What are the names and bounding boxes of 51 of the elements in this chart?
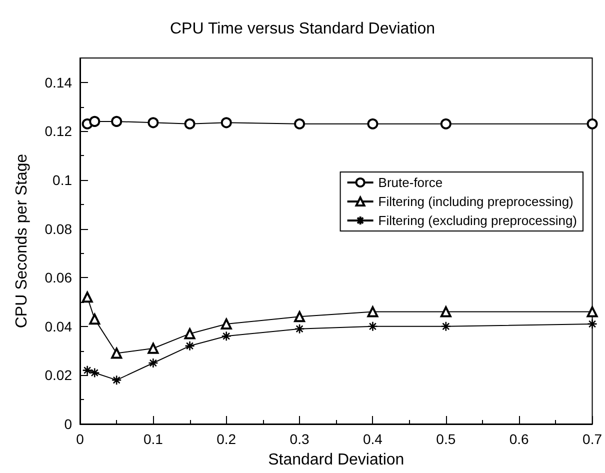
- point: [82, 365, 92, 376]
- point: [89, 116, 100, 127]
- point: [184, 328, 196, 340]
- point: [148, 342, 159, 354]
- x-tick-label: 0.5: [436, 431, 456, 447]
- point: [148, 117, 159, 128]
- legend-label: Brute-force: [378, 175, 443, 190]
- point: [111, 374, 122, 386]
- point: [111, 116, 122, 127]
- x-tick-label: 0.2: [216, 431, 236, 447]
- x-tick-label: 0.1: [143, 431, 164, 447]
- x-tick-label: 0.7: [582, 431, 602, 447]
- y-tick-label: 0.14: [44, 74, 72, 90]
- point: [440, 306, 452, 318]
- y-tick-label: 0.08: [44, 220, 72, 237]
- x-tick-label: 0.3: [290, 431, 310, 447]
- y-tick-label: 0.06: [44, 270, 72, 286]
- x-tick-label: 0.6: [509, 431, 530, 447]
- point: [89, 314, 100, 325]
- y-tick-label: 0: [64, 416, 72, 432]
- y-tick-label: 0.12: [44, 123, 72, 140]
- point: [367, 118, 378, 130]
- point: [294, 311, 306, 322]
- y-tick-label: 0.02: [44, 367, 72, 384]
- point: [82, 292, 93, 303]
- point: [294, 118, 306, 130]
- point: [220, 318, 232, 330]
- point: [111, 348, 122, 359]
- point: [89, 368, 100, 378]
- point: [294, 324, 305, 334]
- point: [440, 321, 452, 332]
- x-tick-label: 0.4: [362, 431, 383, 447]
- chart-title: CPU Time versus Standard Deviation: [170, 20, 435, 38]
- y-tick-label: 0.1: [52, 172, 72, 188]
- y-tick-label: 0.04: [44, 318, 72, 334]
- point: [587, 318, 598, 330]
- legend-label: Filtering (including preprocessing): [378, 194, 574, 209]
- x-tick-label: 0: [76, 431, 84, 447]
- point: [586, 306, 598, 318]
- y-axis-title: CPU Seconds per Stage: [14, 154, 30, 328]
- point: [148, 358, 158, 368]
- point: [440, 118, 452, 130]
- point: [367, 306, 378, 318]
- x-axis-title: Standard Deviation: [268, 452, 404, 468]
- legend-label: Filtering (excluding preprocessing): [378, 213, 577, 228]
- point: [221, 331, 232, 342]
- point: [184, 118, 196, 130]
- point: [368, 321, 378, 332]
- point: [184, 340, 195, 352]
- point: [220, 117, 232, 128]
- point: [586, 118, 598, 130]
